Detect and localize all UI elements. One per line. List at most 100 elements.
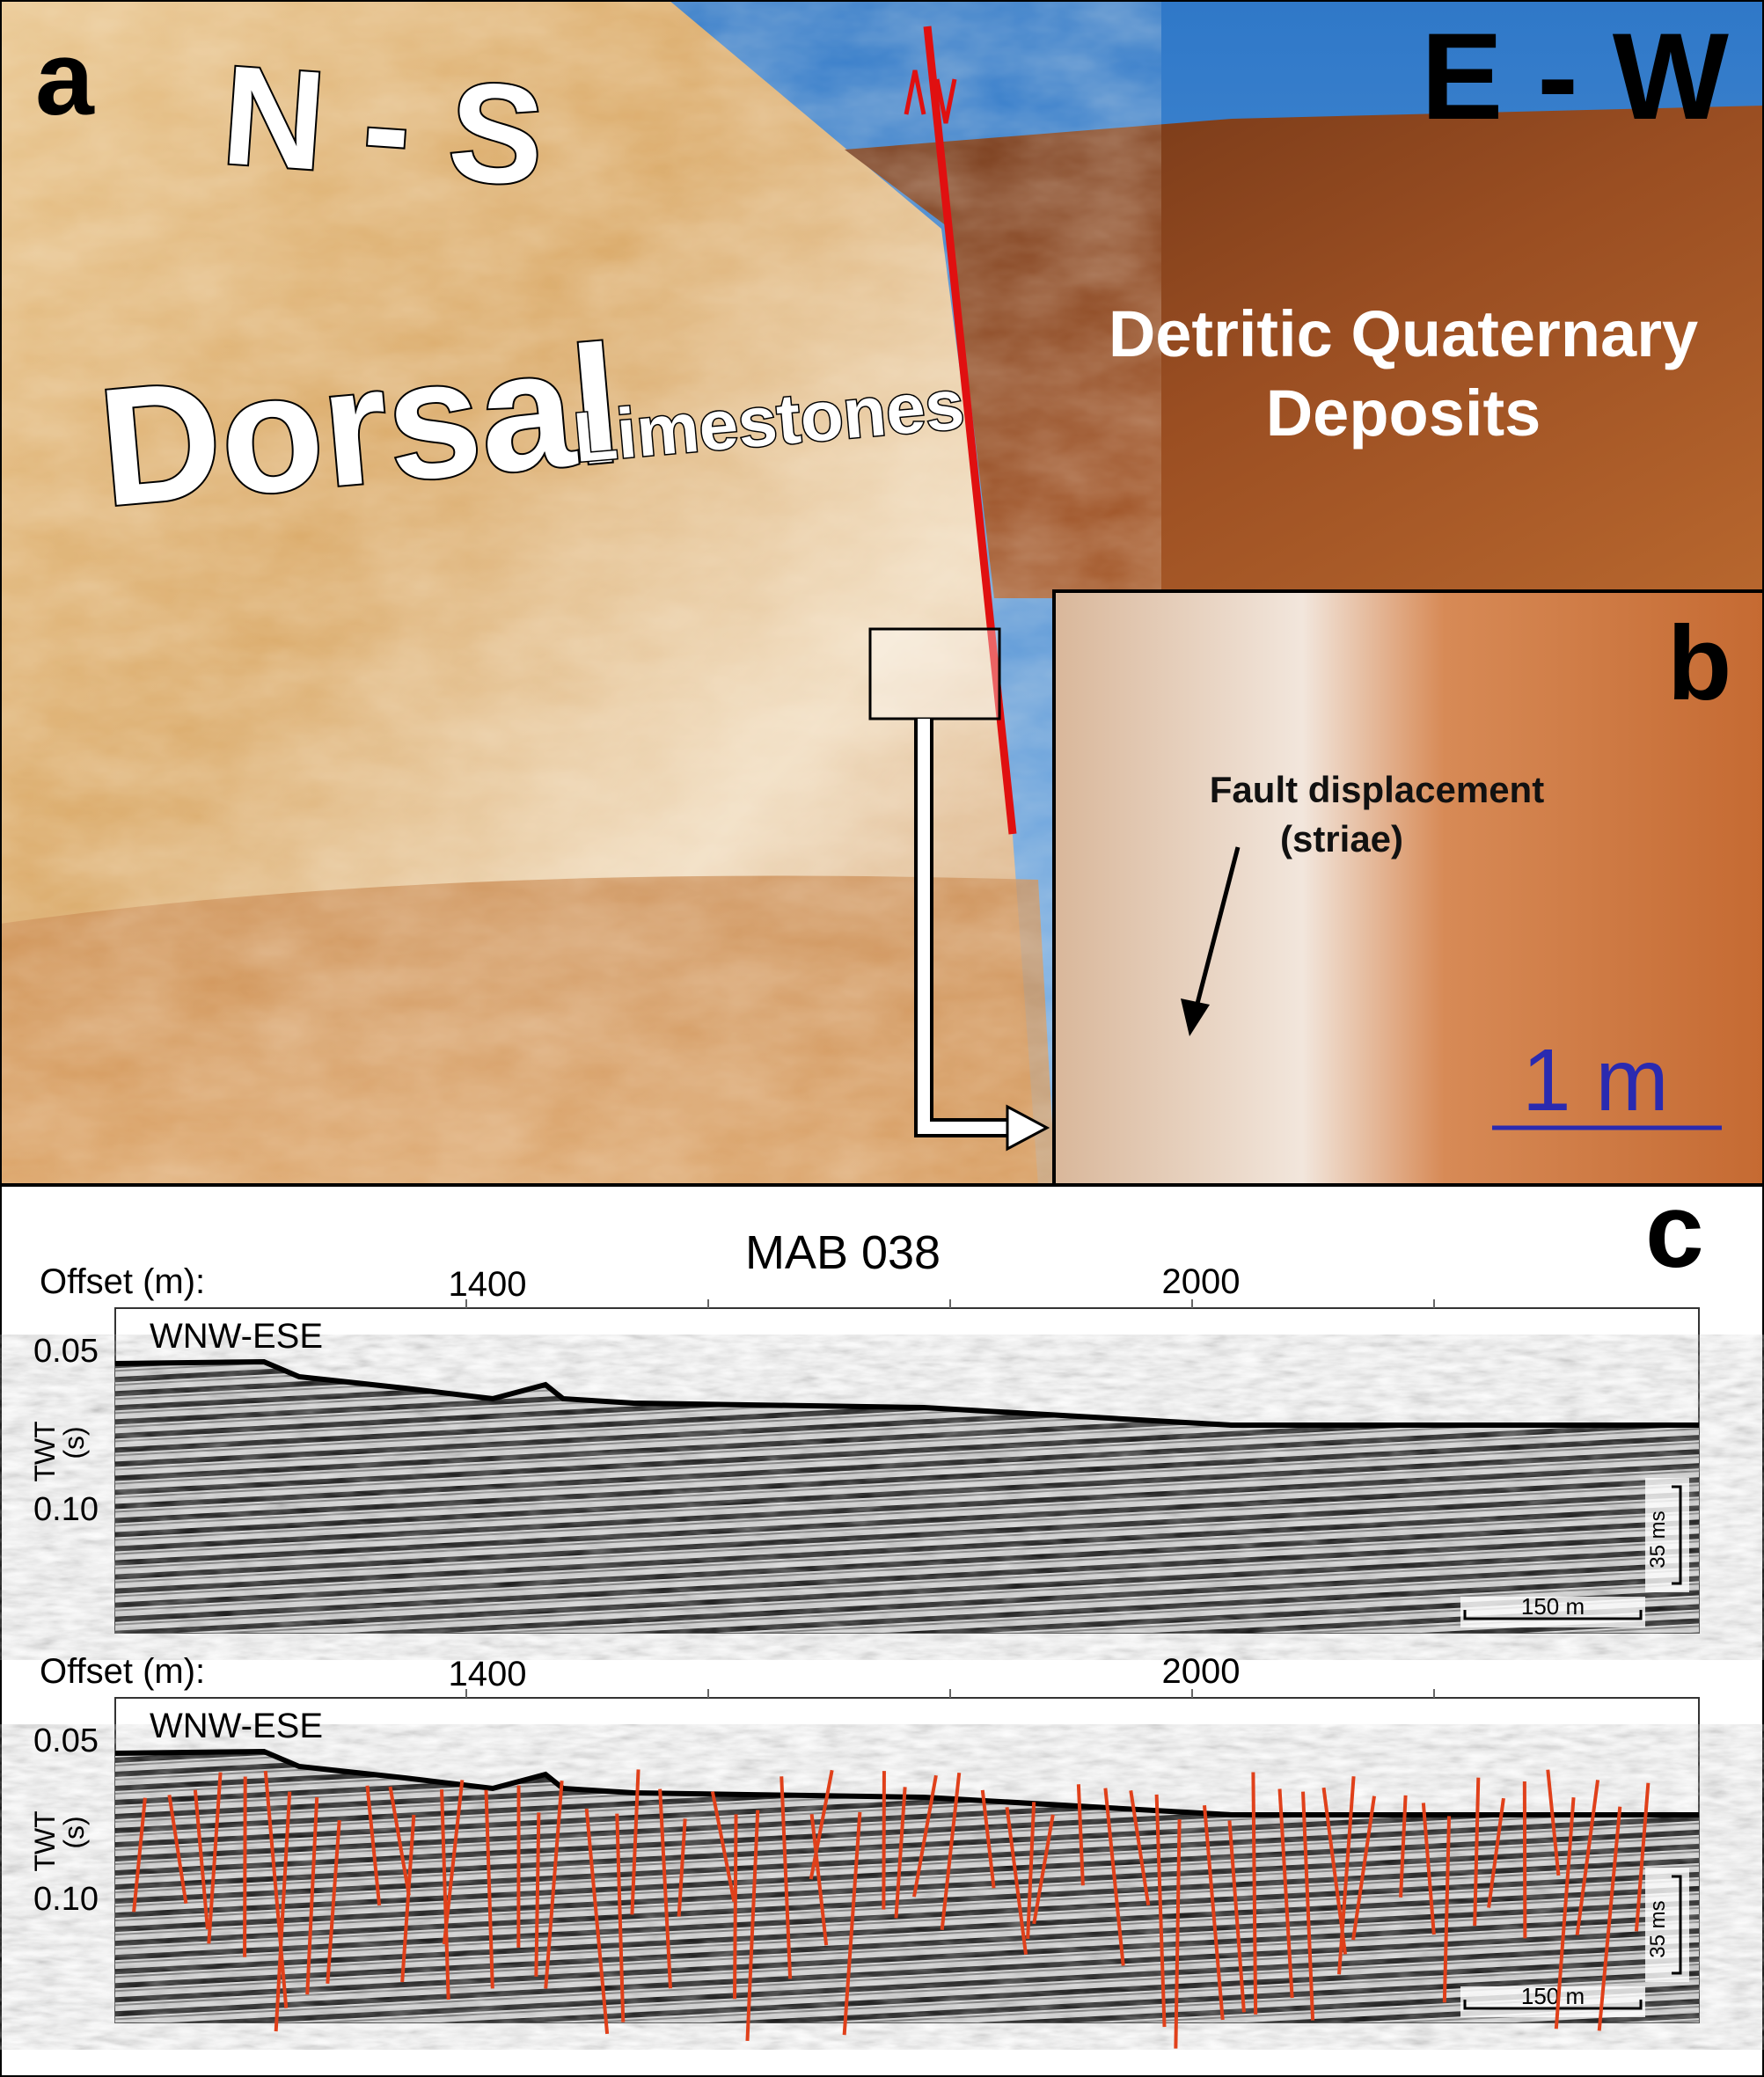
interpreted-fault: [544, 1781, 564, 1989]
axis-label: (s): [58, 1816, 90, 1848]
interpreted-fault: [326, 1819, 341, 1985]
interpreted-fault: [1442, 1816, 1452, 2003]
profile-title: MAB 038: [745, 1226, 941, 1279]
interpreted-fault: [882, 1771, 886, 1910]
interpreted-fault: [1473, 1777, 1481, 1927]
tick-label: 0.05: [33, 1333, 99, 1370]
scale-label: 150 m: [1521, 1593, 1585, 1620]
axis-label: (s): [58, 1426, 90, 1459]
unit-label: Detritic Quaternary: [1109, 297, 1698, 370]
interpreted-fault: [484, 1789, 494, 1989]
interpreted-fault: [442, 1780, 465, 1945]
interpreted-fault: [615, 1813, 626, 2022]
interpreted-fault: [1421, 1803, 1436, 1935]
fault-arrows: [904, 69, 957, 124]
scale-box: [1460, 1597, 1645, 1627]
striae-arrow: [1190, 846, 1241, 1021]
interpreted-fault: [534, 1812, 541, 1977]
unit-label: Dorsal: [92, 311, 627, 542]
annotation: (striae): [1280, 818, 1403, 859]
interpreted-fault: [365, 1785, 382, 1906]
inset-arrowhead: [1006, 1104, 1050, 1152]
interpreted-fault: [980, 1789, 996, 1889]
interpreted-fault: [263, 1770, 289, 2008]
interpreted-fault: [710, 1791, 736, 1903]
striae-arrowhead: [1181, 998, 1210, 1036]
interpreted-fault: [132, 1797, 147, 1912]
interpreted-fault: [745, 1810, 760, 2042]
interpreted-fault: [388, 1786, 411, 1896]
interpreted-fault: [584, 1808, 610, 2035]
axis-label: TWT: [29, 1421, 61, 1481]
interpreted-fault: [1154, 1794, 1167, 2028]
tick-label: 2000: [1162, 1262, 1241, 1301]
tick-label: 0.10: [33, 1881, 99, 1918]
interpreted-fault: [780, 1776, 793, 1979]
axis-label: TWT: [29, 1810, 61, 1871]
axis-label: Offset (m):: [40, 1652, 205, 1691]
interpreted-fault: [1076, 1784, 1085, 1886]
interpreted-fault: [274, 1791, 292, 2032]
interpreted-fault: [440, 1789, 450, 2000]
interpreted-fault: [1554, 1797, 1576, 2029]
annotation: Fault displacement: [1210, 769, 1544, 810]
inset-arrow: [918, 719, 1012, 1134]
interpreted-fault: [1129, 1789, 1151, 1906]
surface: [114, 1748, 1699, 1817]
surface: [114, 1358, 1699, 1428]
interpreted-fault: [1351, 1795, 1376, 1941]
scale-label: 35 ms: [1646, 1900, 1670, 1957]
interpreted-fault: [894, 1787, 907, 1919]
interpreted-fault: [1597, 1806, 1622, 2031]
scale-box: [1645, 1478, 1689, 1592]
tick-label: 0.05: [33, 1722, 99, 1759]
interpreted-fault: [940, 1772, 962, 1930]
tick-label: 1400: [449, 1655, 527, 1693]
interpreted-fault: [1251, 1772, 1258, 2015]
direction-label: WNW-ESE: [150, 1707, 323, 1745]
panel-label: b: [1667, 604, 1731, 722]
axis-label: Offset (m):: [40, 1262, 205, 1301]
interpreted-fault: [1227, 1820, 1246, 2013]
interpreted-fault: [809, 1813, 829, 1946]
interpreted-fault: [1487, 1797, 1505, 1908]
interpreted-fault: [677, 1818, 687, 1917]
interpreted-fault: [400, 1814, 416, 1983]
direction-label: N - S: [218, 35, 549, 215]
interpreted-fault: [1174, 1818, 1182, 2049]
panel-label: a: [35, 19, 95, 137]
interpreted-fault: [207, 1772, 223, 1944]
interpreted-fault: [1634, 1782, 1651, 1932]
interpreted-fault: [1399, 1795, 1408, 1898]
interpreted-fault: [658, 1788, 673, 1989]
interpreted-fault: [167, 1795, 188, 1905]
interpreted-fault: [1337, 1776, 1356, 1975]
scale-box: [1645, 1868, 1689, 1982]
direction-label: E - W: [1421, 7, 1729, 145]
interpreted-fault: [193, 1789, 209, 1930]
tick-label: 1400: [449, 1265, 527, 1304]
scale-box: [1460, 1986, 1645, 2017]
texture: [0, 0, 1056, 1185]
direction-label: WNW-ESE: [150, 1317, 323, 1356]
interpreted-fault: [911, 1774, 938, 1898]
interpreted-fault: [842, 1811, 862, 2036]
interpreted-fault: [630, 1769, 640, 1915]
interpreted-fault: [1202, 1804, 1225, 2021]
radargram-noise: [115, 1362, 1699, 1633]
tick-label: 0.10: [33, 1491, 99, 1528]
scale-label: 35 ms: [1646, 1510, 1670, 1568]
interpreted-fault: [1032, 1814, 1055, 1925]
scale-label: 150 m: [1521, 1983, 1585, 2009]
quaternary-wall: [845, 106, 1764, 598]
scale-label: 1 m: [1522, 1031, 1669, 1130]
distance-scale-bar: [1463, 1610, 1643, 1620]
time-scale-bar: [1672, 1875, 1682, 1975]
interpreted-fault: [1277, 1788, 1294, 1999]
interpreted-fault: [1026, 1802, 1036, 1939]
interpreted-fault: [1103, 1788, 1125, 1966]
interpreted-fault: [733, 1814, 738, 2000]
time-scale-bar: [1672, 1485, 1682, 1585]
panel-label: c: [1645, 1172, 1704, 1290]
